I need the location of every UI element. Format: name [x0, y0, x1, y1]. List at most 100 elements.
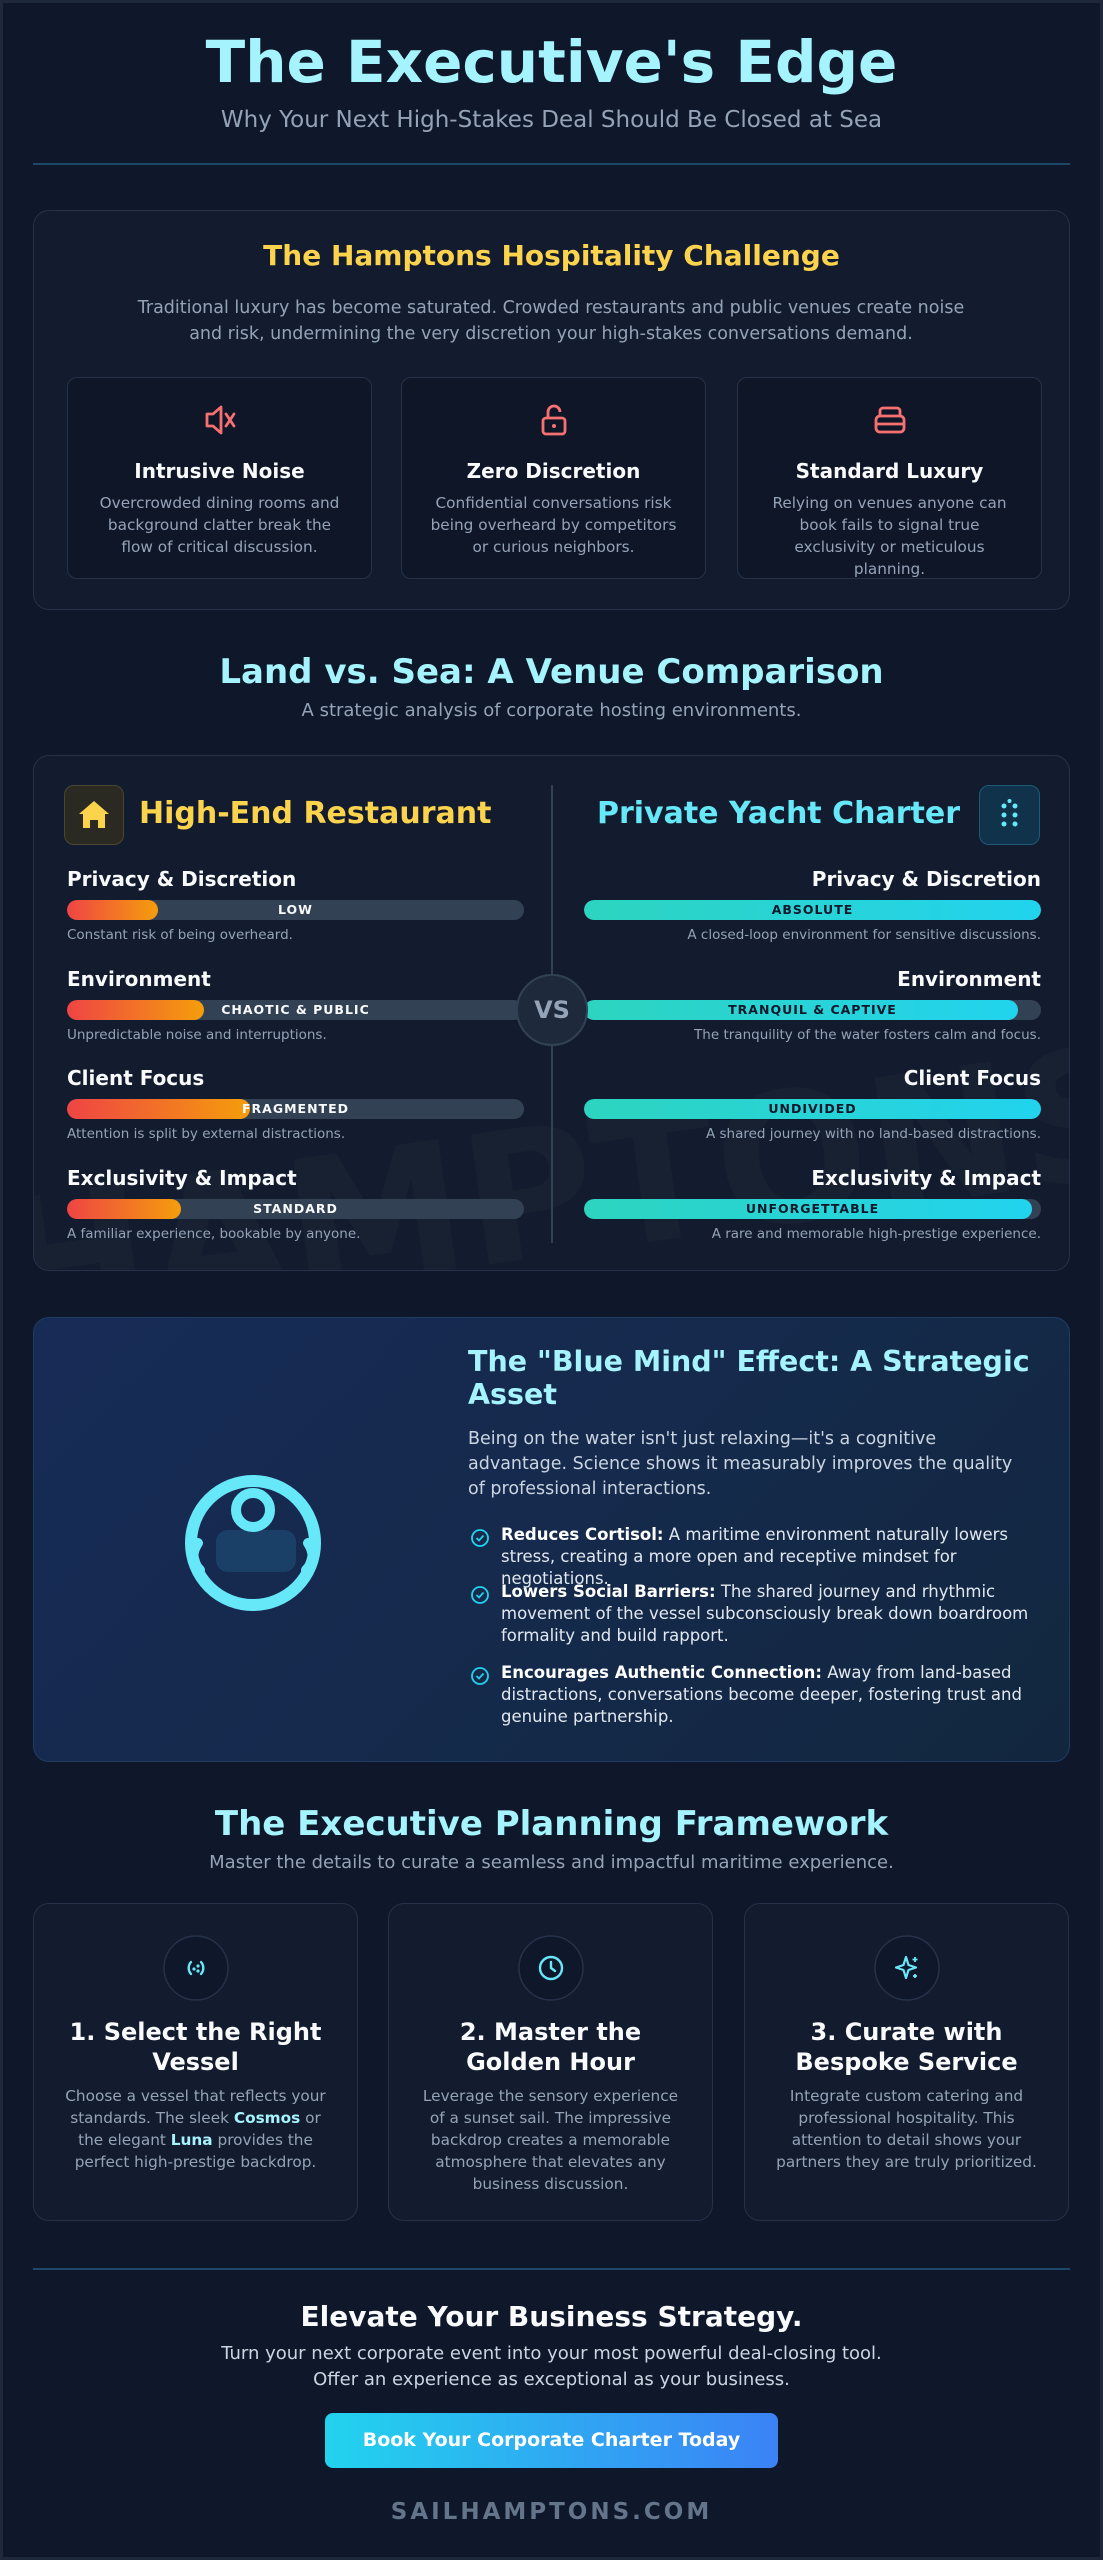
point-text: Away from land-based distractions, conve…: [501, 1663, 1022, 1726]
metric-bar: [67, 900, 159, 920]
metric-row: Privacy & Discretion LOW Constant risk of …: [67, 865, 524, 944]
metric-track: CHAOTIC & PUBLIC: [67, 999, 524, 1020]
land-icon: [64, 785, 124, 845]
metric-label: Client Focus: [903, 1066, 1041, 1090]
challenge-item-title: Intrusive Noise: [134, 459, 305, 483]
step-card: 3. Curate with Bespoke Service Integrate …: [744, 1903, 1069, 2221]
metric-rating: ABSOLUTE: [771, 902, 854, 917]
challenge-item: Intrusive Noise Overcrowded dining rooms …: [67, 377, 372, 579]
metric-note: Constant risk of being overheard.: [67, 927, 293, 943]
step-title: 1. Select the Right Vessel: [69, 2018, 322, 2076]
challenge-item-title: Zero Discretion: [466, 459, 641, 483]
metric-note: Attention is split by external distracti…: [67, 1126, 346, 1142]
metric-label: Client Focus: [67, 1066, 205, 1090]
metric-label: Privacy & Discretion: [811, 867, 1041, 891]
metric-note: The tranquility of the water fosters cal…: [694, 1026, 1041, 1043]
step-text-part: Choose a vessel that reflects your stand…: [65, 2087, 326, 2127]
metric-row: Exclusivity & Impact UNFORGETTABLE A rare …: [584, 1164, 1041, 1243]
blue-mind-point: Encourages Authentic Connection: Away fr…: [501, 1662, 1036, 1728]
challenge-item-text: Relying on venues anyone can book fails …: [772, 494, 1007, 578]
metric-rating: CHAOTIC & PUBLIC: [221, 1001, 370, 1017]
step-title: 3. Curate with Bespoke Service: [795, 2018, 1018, 2076]
metric-note: Unpredictable noise and interruptions.: [67, 1026, 327, 1043]
blue-mind-title: The "Blue Mind" Effect: A Strategic Asse…: [468, 1345, 1030, 1411]
step-text-part: Luna: [170, 2131, 213, 2149]
point-text: A maritime environment naturally lowers …: [501, 1525, 1008, 1588]
point-lead: Lowers Social Barriers:: [501, 1582, 716, 1601]
cta-button[interactable]: Book Your Corporate Charter Today: [325, 2413, 778, 2468]
cta-title: Elevate Your Business Strategy.: [300, 2300, 803, 2333]
metric-row: Client Focus UNDIVIDED A shared journey wi…: [584, 1064, 1041, 1143]
metric-bar: [584, 999, 1019, 1020]
metric-track: FRAGMENTED: [67, 1099, 524, 1119]
comparison-title: Land vs. Sea: A Venue Comparison: [219, 652, 884, 692]
metric-rating: FRAGMENTED: [242, 1101, 349, 1116]
page-subtitle: Why Your Next High-Stakes Deal Should Be…: [220, 107, 883, 133]
metric-track: TRANQUIL & CAPTIVE: [584, 999, 1041, 1020]
metric-rating: LOW: [278, 902, 313, 917]
metric-track: LOW: [67, 900, 524, 920]
challenge-intro: Traditional luxury has become saturated.…: [137, 298, 965, 344]
metric-label: Exclusivity & Impact: [811, 1165, 1041, 1190]
metric-row: Client Focus FRAGMENTED Attention is split…: [67, 1064, 524, 1143]
metric-row: Environment CHAOTIC & PUBLIC Unpredictable…: [67, 965, 524, 1044]
step-card: 1. Select the Right Vessel Choose a vesse…: [33, 1903, 358, 2221]
metric-track: UNFORGETTABLE: [584, 1198, 1041, 1219]
check-icon: [471, 1586, 489, 1604]
challenge-title: The Hamptons Hospitality Challenge: [263, 239, 840, 272]
step-text: Choose a vessel that reflects your stand…: [62, 2085, 329, 2173]
challenge-icon: [541, 404, 567, 436]
metric-bar: [584, 900, 1041, 920]
blue-mind-card: [33, 1317, 1070, 1762]
footer-site: SAILHAMPTONS.COM: [390, 2499, 713, 2525]
metric-note: A closed-loop environment for sensitive …: [687, 927, 1041, 943]
page-title: The Executive's Edge: [205, 28, 898, 96]
metric-note: A rare and memorable high-prestige exper…: [711, 1225, 1041, 1242]
step-text-part: provides the perfect high-prestige backd…: [74, 2131, 317, 2171]
comparison-subtitle: A strategic analysis of corporate hostin…: [301, 700, 802, 721]
challenge-item: Zero Discretion Confidential conversation…: [401, 377, 706, 579]
step-icon: [874, 1935, 940, 2001]
check-icon: [471, 1529, 489, 1547]
vs-badge: VS: [516, 974, 588, 1046]
check-icon: [471, 1667, 489, 1685]
metric-rating: TRANQUIL & CAPTIVE: [728, 1001, 897, 1017]
challenge-icon: [205, 405, 236, 435]
land-title: High-End Restaurant: [139, 796, 492, 831]
step-card: 2. Master the Golden Hour Leverage the se…: [388, 1903, 713, 2221]
blue-mind-point: Lowers Social Barriers: The shared journ…: [501, 1581, 1036, 1647]
step-text-part: Leverage the sensory experience of a sun…: [422, 2087, 679, 2193]
metric-bar: [67, 1099, 250, 1119]
house-icon: [79, 801, 109, 828]
metric-rating: UNDIVIDED: [768, 1101, 857, 1116]
challenge-item-title: Standard Luxury: [795, 459, 984, 483]
challenge-icon: [874, 406, 906, 434]
metric-label: Environment: [67, 966, 211, 991]
metric-track: ABSOLUTE: [584, 900, 1041, 920]
metric-bar: [67, 1198, 182, 1219]
challenge-item-text: Confidential conversations risk being ov…: [430, 494, 677, 556]
blue-mind-point: Reduces Cortisol: A maritime environment…: [501, 1524, 1036, 1590]
step-title: 2. Master the Golden Hour: [459, 2018, 642, 2076]
divider: [33, 2268, 1070, 2270]
step-text: Integrate custom catering and profession…: [773, 2085, 1040, 2173]
step-icon: [163, 1935, 229, 2001]
metric-bar: [67, 999, 205, 1020]
metric-label: Exclusivity & Impact: [67, 1165, 297, 1190]
step-text-part: Integrate custom catering and profession…: [776, 2087, 1037, 2171]
metric-rating: UNFORGETTABLE: [745, 1200, 880, 1216]
metric-track: UNDIVIDED: [584, 1099, 1041, 1119]
metric-rating: STANDARD: [253, 1200, 338, 1216]
metric-row: Privacy & Discretion ABSOLUTE A closed-loo…: [584, 865, 1041, 944]
metric-note: A shared journey with no land-based dist…: [705, 1126, 1041, 1142]
step-icon: [518, 1935, 584, 2001]
metric-track: STANDARD: [67, 1198, 524, 1219]
metric-bar: [584, 1099, 1041, 1119]
sea-icon: [979, 785, 1040, 845]
cta-line: Offer an experience as exceptional as yo…: [313, 2369, 790, 2390]
sea-title: Private Yacht Charter: [596, 796, 960, 831]
framework-subtitle: Master the details to curate a seamless …: [209, 1852, 894, 1873]
challenge-item-text: Overcrowded dining rooms and background …: [99, 494, 340, 556]
point-lead: Reduces Cortisol:: [501, 1525, 664, 1544]
